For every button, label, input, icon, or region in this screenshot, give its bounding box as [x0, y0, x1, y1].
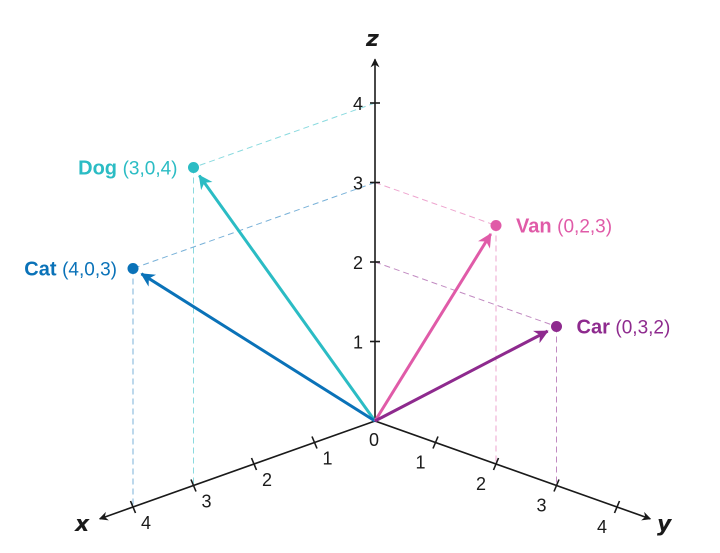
x-axis-tick-label: 4 — [141, 513, 151, 533]
z-axis-label: z — [365, 27, 379, 52]
dog-label-name: Dog — [78, 158, 122, 180]
y-axis-tick — [553, 479, 560, 492]
cat-label-coords: (4,0,3) — [62, 260, 117, 281]
x-axis-line — [98, 420, 376, 521]
vectors: Dog (3,0,4) Cat (4,0,3) Van (0,2,3) Car (0,… — [24, 158, 671, 423]
cat-point-label: Cat (4,0,3) — [24, 259, 117, 281]
z-axis-tick-label: 1 — [353, 333, 363, 353]
y-axis-tick-label: 1 — [416, 453, 426, 473]
y-axis-tick-label: 3 — [537, 496, 547, 516]
y-axis-tick-label: 4 — [597, 517, 607, 537]
van-vector-arrow — [373, 233, 493, 422]
van-point-label: Van (0,2,3) — [516, 216, 612, 238]
x-axis-tick-label: 2 — [262, 470, 272, 490]
x-axis-label: x — [74, 512, 90, 537]
car-point-label: Car (0,3,2) — [577, 317, 671, 339]
car-vector-arrow — [374, 329, 549, 423]
x-axis-tick-label: 3 — [202, 492, 212, 512]
dog-point-label: Dog (3,0,4) — [78, 158, 177, 180]
dog-guide-horizontal — [193, 102, 376, 168]
van-point — [490, 220, 502, 231]
dog-label-coords: (3,0,4) — [123, 159, 178, 180]
axis-labels: x y z 0 — [74, 27, 673, 537]
origin-label: 0 — [369, 430, 379, 450]
cat-vector-arrow — [140, 272, 376, 423]
z-axis-tick-label: 4 — [353, 94, 363, 114]
x-axis-tick — [311, 436, 318, 449]
axis-ticks: 1 1 1 2 2 2 3 3 3 4 4 4 — [129, 94, 621, 537]
van-label-coords: (0,2,3) — [557, 217, 612, 238]
x-axis-tick-label: 1 — [323, 449, 333, 469]
car-point — [551, 321, 562, 332]
y-axis-tick — [492, 457, 500, 471]
axes — [98, 58, 652, 521]
dashed-projection-lines — [132, 102, 557, 507]
car-label-coords: (0,3,2) — [615, 318, 670, 339]
z-axis-tick-label: 3 — [353, 174, 363, 194]
y-axis-label: y — [657, 512, 673, 537]
y-axis-tick — [613, 500, 621, 514]
x-axis-tick — [190, 479, 197, 492]
dog-vector-arrow — [198, 174, 377, 422]
cat-label-name: Cat — [24, 259, 62, 281]
cat-point — [127, 263, 139, 274]
y-axis-line — [374, 420, 652, 521]
cat-guide-horizontal — [132, 182, 376, 269]
z-axis-tick-label: 2 — [353, 253, 363, 273]
x-axis-tick — [250, 457, 258, 471]
car-guide-horizontal — [374, 261, 557, 327]
dog-point — [188, 162, 199, 173]
y-axis-tick-label: 2 — [476, 474, 486, 494]
van-guide-horizontal — [374, 182, 497, 226]
y-axis-tick — [432, 436, 439, 449]
van-label-name: Van — [516, 216, 557, 238]
x-axis-tick — [129, 500, 137, 514]
car-label-name: Car — [577, 317, 616, 339]
